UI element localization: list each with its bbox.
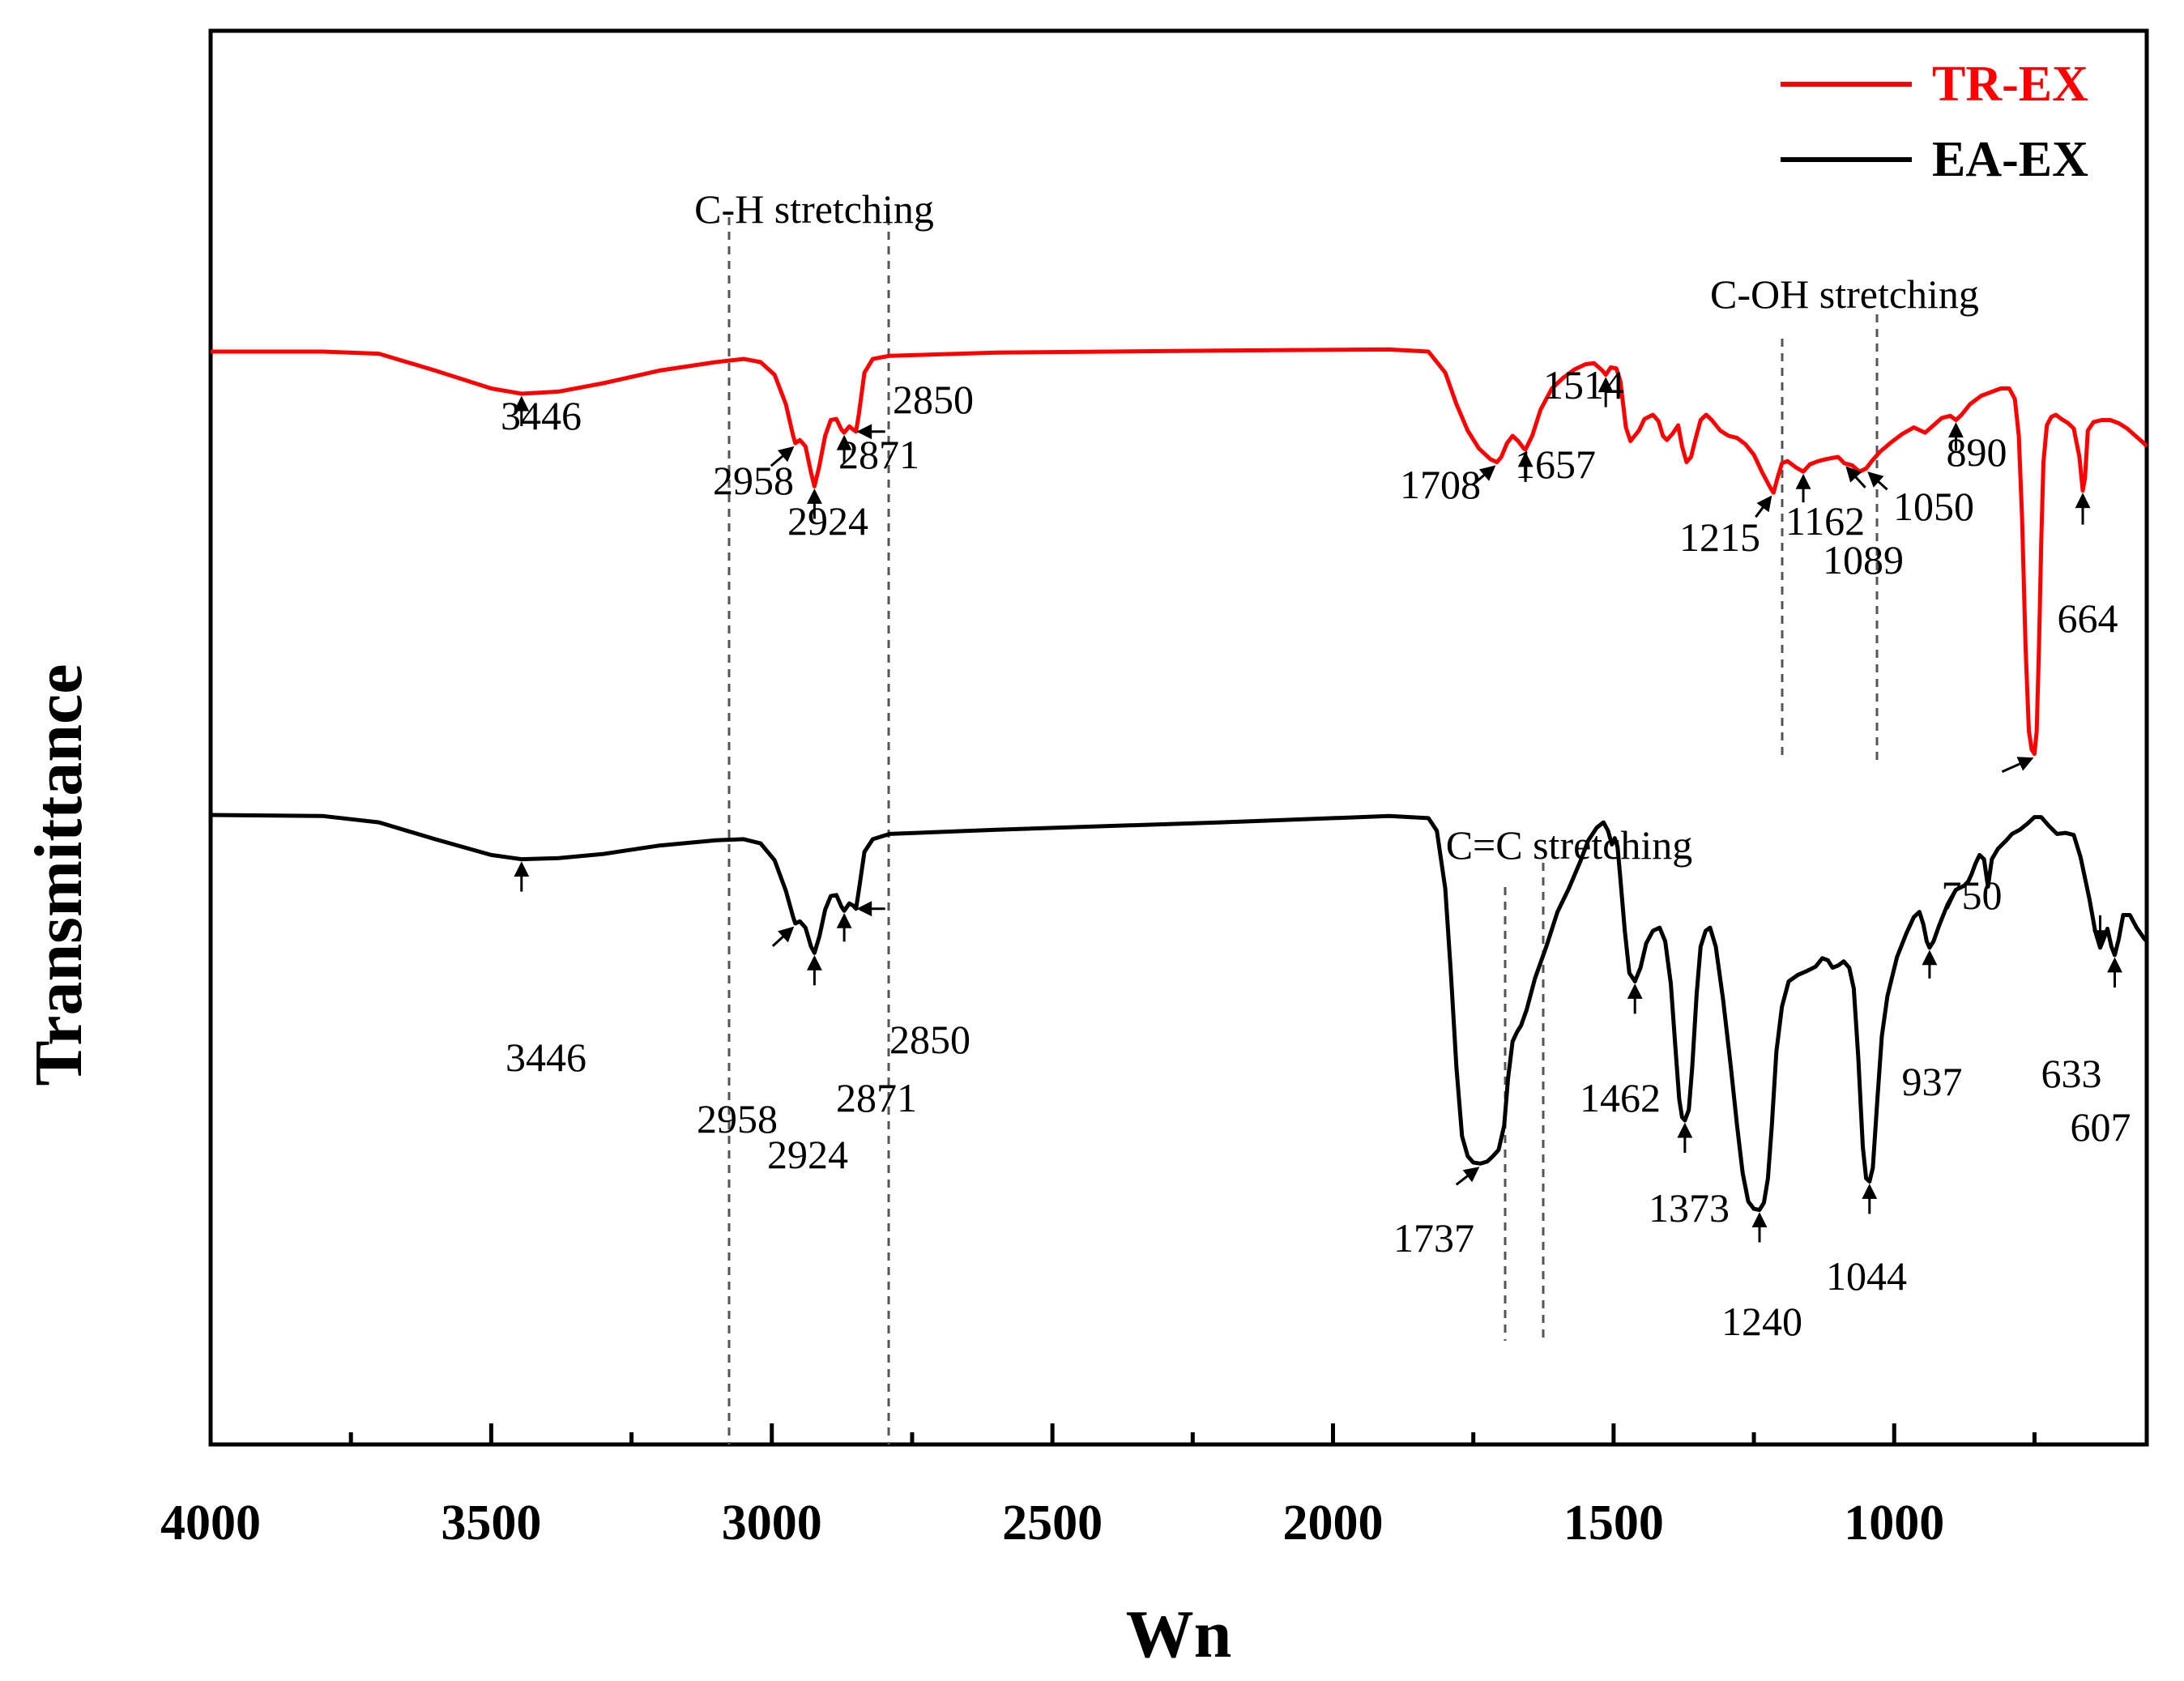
peak-arrow-head xyxy=(777,446,795,463)
series-line-tr-ex xyxy=(211,347,2148,757)
peak-label: 1514 xyxy=(1543,362,1624,407)
peak-label: 2850 xyxy=(893,377,974,422)
peak-label: 633 xyxy=(2041,1051,2102,1096)
peak-label: 3446 xyxy=(501,393,582,438)
peak-arrow-head xyxy=(1922,949,1938,966)
series-line-ea-ex xyxy=(210,813,2148,1212)
peak-label: 2958 xyxy=(697,1096,778,1141)
peak-arrow-head xyxy=(1478,465,1496,481)
region-label-coh: C-OH stretching xyxy=(1710,271,1979,317)
x-tick-label: 2000 xyxy=(1283,1495,1384,1551)
peak-label: 1737 xyxy=(1393,1215,1474,1261)
peak-label: 1089 xyxy=(1823,537,1904,582)
peak-arrow-head xyxy=(806,954,822,971)
peak-label: 750 xyxy=(1942,872,2003,918)
peak-label: 890 xyxy=(1947,429,2007,475)
x-tick-label: 3000 xyxy=(722,1495,822,1551)
peak-arrow-head xyxy=(1948,422,1964,437)
peak-arrow-head xyxy=(1597,377,1614,393)
peak-labels-tr-ex: 3446 2958 2924 2871 2850 1708 1657 1514 … xyxy=(501,362,2118,918)
peak-label: 2924 xyxy=(767,1132,848,1177)
peak-arrow-head xyxy=(1677,1122,1693,1138)
peak-arrow-head xyxy=(778,926,795,943)
region-label-cc: C=C stretching xyxy=(1446,822,1693,868)
peak-label: 607 xyxy=(2071,1104,2131,1150)
peak-label: 2871 xyxy=(836,1075,917,1120)
x-tick-label: 2500 xyxy=(1002,1495,1103,1551)
peak-label: 1050 xyxy=(1893,484,1974,529)
peak-arrow-head xyxy=(1867,471,1884,488)
peak-label: 1162 xyxy=(1785,498,1865,544)
peak-label: 1462 xyxy=(1580,1075,1661,1120)
peak-arrow-head xyxy=(1517,451,1533,467)
peak-arrow-head xyxy=(1627,983,1643,999)
peak-arrow-head xyxy=(514,395,530,412)
peak-label: 3446 xyxy=(505,1035,587,1080)
peak-arrow-head xyxy=(856,424,872,440)
peak-label: 2850 xyxy=(889,1017,970,1062)
peak-label: 1373 xyxy=(1649,1185,1730,1231)
legend: TR-EX EA-EX xyxy=(1781,57,2088,187)
x-axis-ticks: 4000 3500 3000 2500 2000 1500 1000 xyxy=(160,1423,2037,1551)
peak-arrow-head xyxy=(1751,1212,1768,1227)
peak-label: 1044 xyxy=(1826,1253,1907,1299)
peak-arrow-head xyxy=(2016,757,2034,771)
x-tick-label: 3500 xyxy=(441,1495,541,1551)
peak-label: 937 xyxy=(1902,1059,1963,1104)
peak-arrow-head xyxy=(806,489,822,504)
peak-label: 1240 xyxy=(1721,1299,1802,1344)
peak-arrows xyxy=(514,377,2122,1243)
peak-label: 1215 xyxy=(1679,514,1760,560)
x-tick-label: 1500 xyxy=(1563,1495,1664,1551)
peak-arrow-head xyxy=(1462,1167,1480,1183)
y-axis-title: Transmittance xyxy=(21,663,96,1086)
x-axis-title: Wn xyxy=(1126,1597,1232,1672)
peak-label: 664 xyxy=(2058,595,2118,641)
x-tick-label: 4000 xyxy=(160,1495,261,1551)
peak-label: 2958 xyxy=(713,458,794,503)
x-tick-label: 1000 xyxy=(1844,1495,1944,1551)
region-label-ch: C-H stretching xyxy=(694,186,934,232)
peak-label: 2871 xyxy=(838,432,919,477)
legend-label-tr-ex: TR-EX xyxy=(1932,57,2088,112)
peak-arrow-head xyxy=(2075,493,2091,509)
peak-arrow-head xyxy=(856,901,872,917)
peak-arrow-head xyxy=(2107,957,2122,973)
peak-label: 1708 xyxy=(1400,462,1481,507)
peak-arrow-head xyxy=(1795,473,1811,489)
peak-arrow-head xyxy=(1845,466,1862,483)
peak-label: 1657 xyxy=(1515,442,1596,487)
peak-arrow-head xyxy=(1756,495,1772,513)
peak-arrow-head xyxy=(836,912,852,928)
peak-arrow-head xyxy=(1862,1184,1878,1199)
peak-labels-ea-ex: 3446 2958 2924 2871 2850 1737 1462 1373 … xyxy=(505,1017,2131,1344)
peak-arrow-head xyxy=(2092,930,2108,946)
peak-label: 2924 xyxy=(787,498,868,544)
legend-label-ea-ex: EA-EX xyxy=(1932,132,2088,187)
plot-frame xyxy=(208,28,2149,1447)
peak-arrow-head xyxy=(836,434,852,450)
peak-arrow-head xyxy=(514,861,530,877)
